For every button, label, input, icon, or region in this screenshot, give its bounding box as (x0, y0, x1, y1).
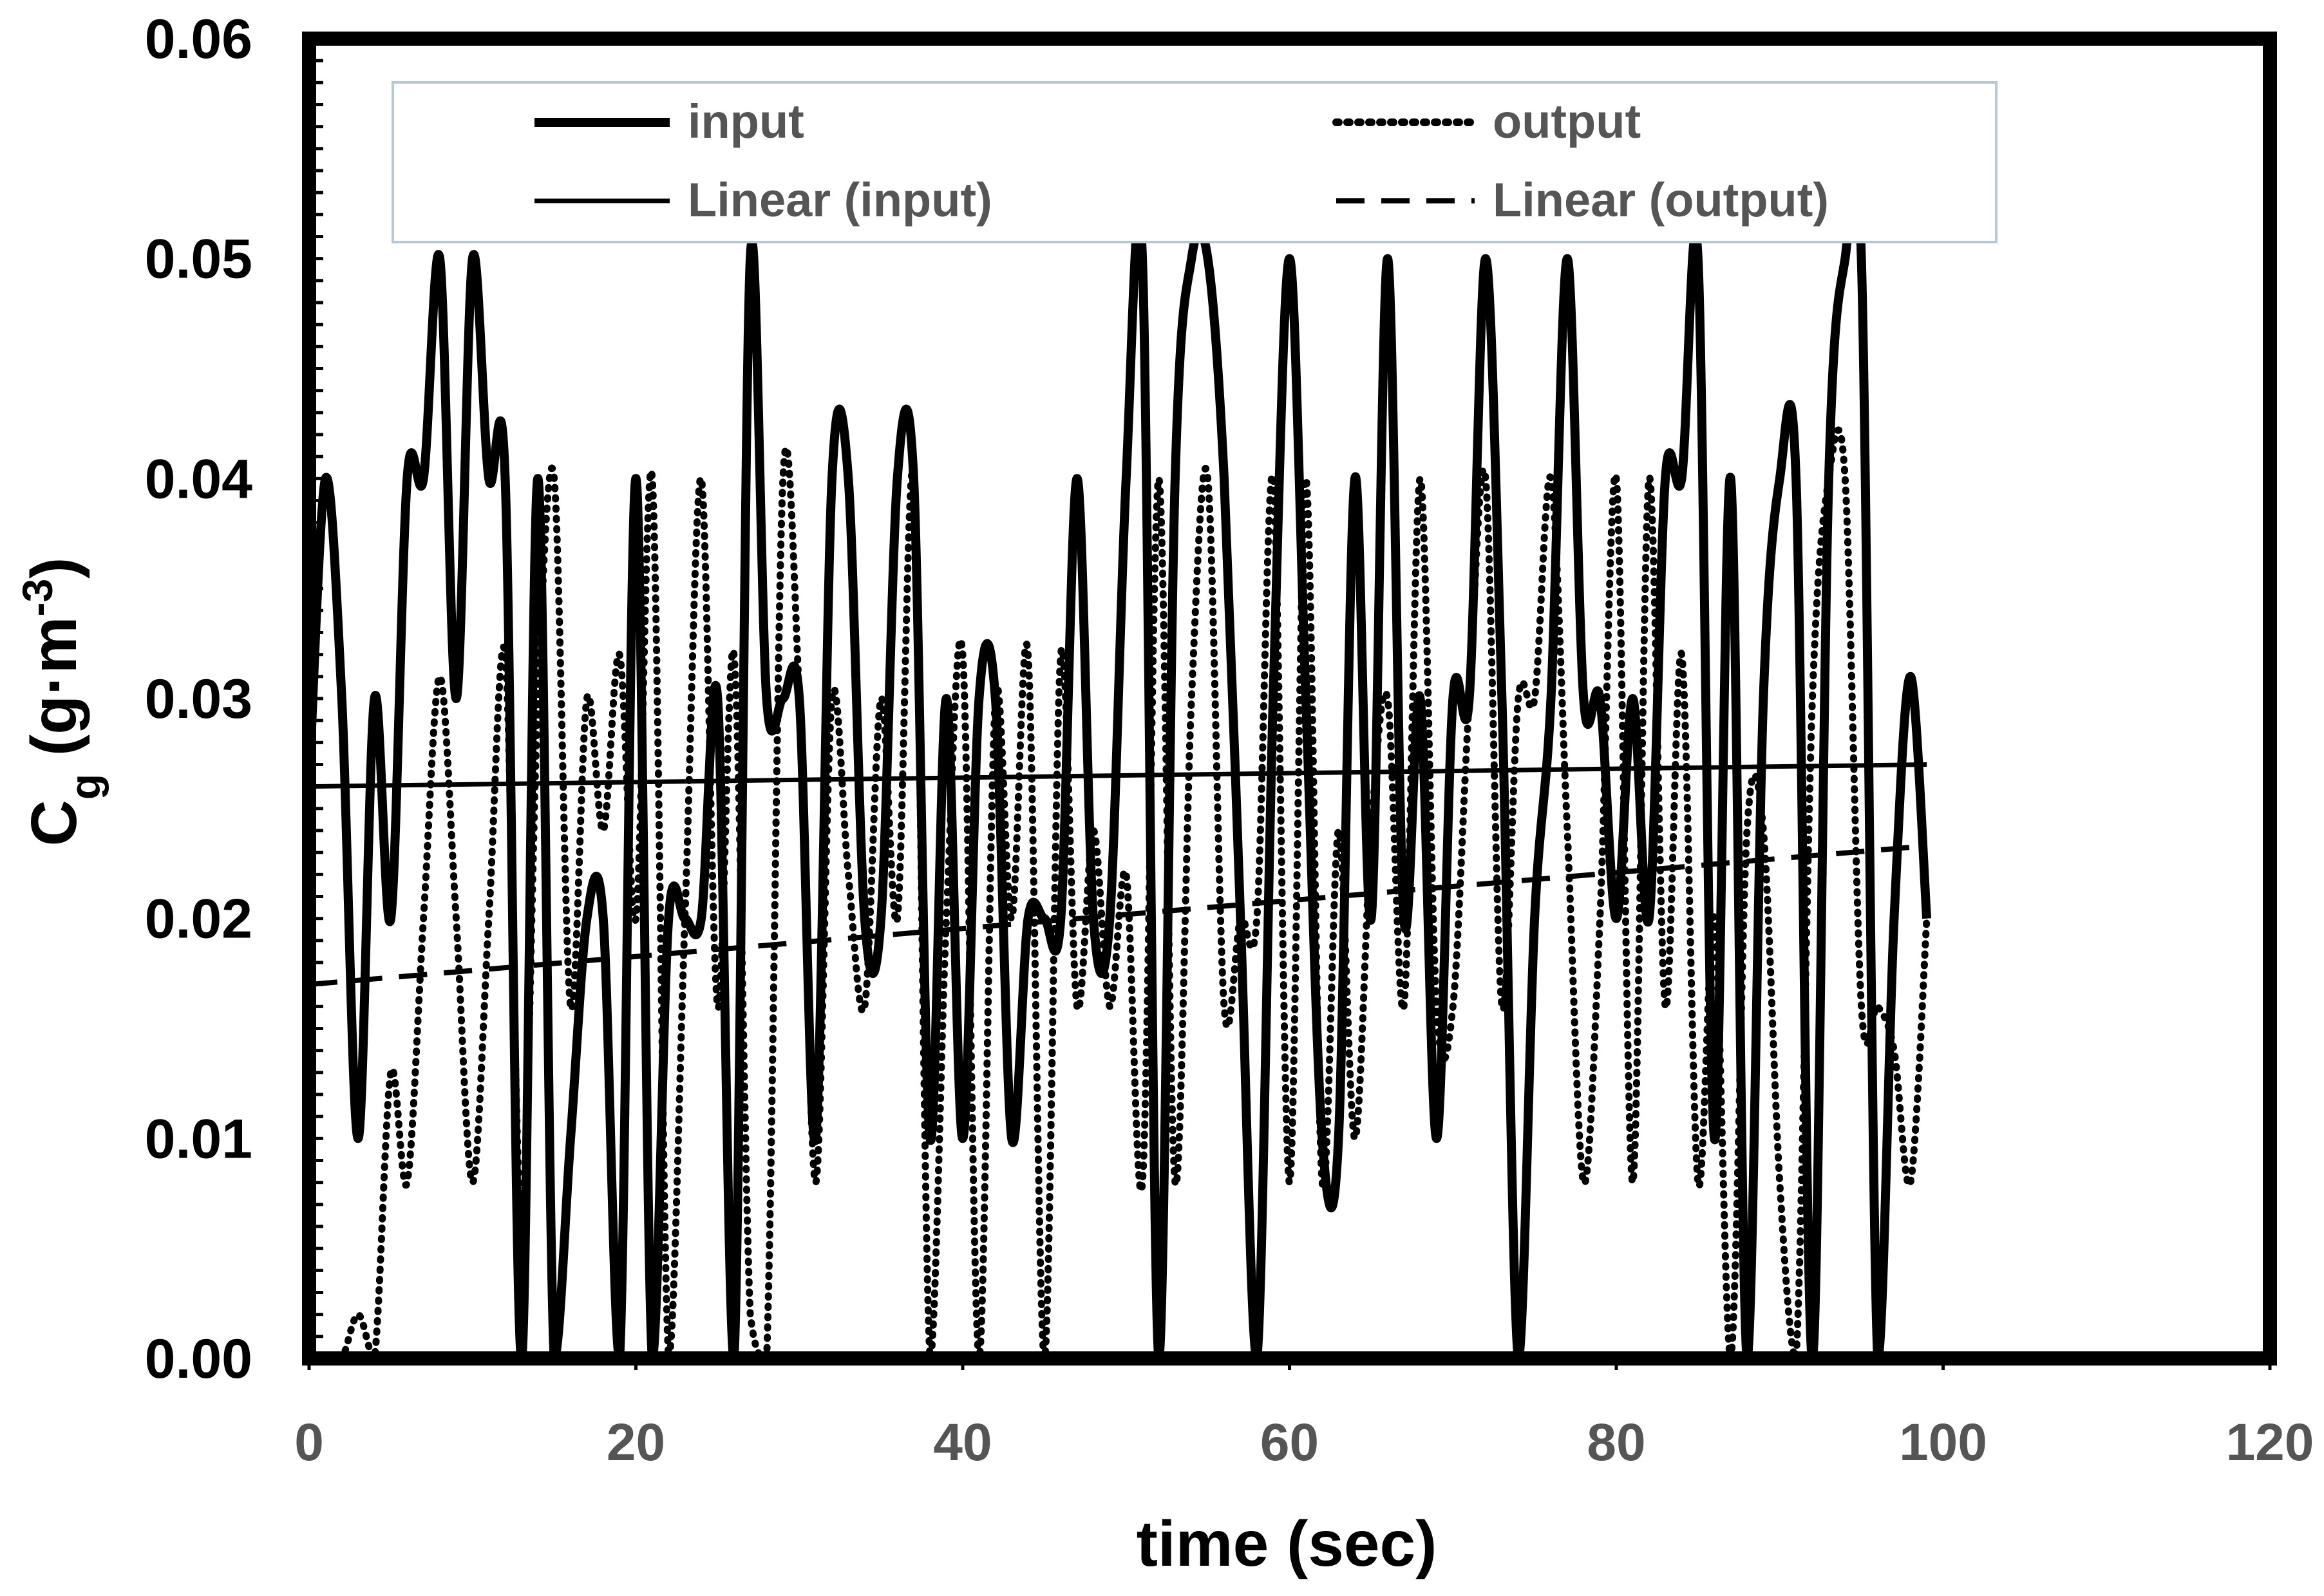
y-tick-label: 0.05 (145, 229, 252, 290)
x-tick-label: 0 (294, 1413, 324, 1472)
legend: input output Linear (input) Linear (outp… (392, 81, 1998, 243)
y-tick-label: 0.04 (145, 448, 253, 510)
y-tick-label: 0.06 (145, 8, 252, 70)
legend-label-linear-output: Linear (output) (1493, 173, 1829, 227)
series-linear-output-line (308, 843, 1927, 988)
legend-label-input: input (688, 95, 804, 148)
y-tick-label: 0.02 (145, 888, 252, 950)
y-tick-labels: 0.00 0.01 0.02 0.03 0.04 0.05 0.06 (145, 8, 253, 1390)
y-axis-title-subscript: g (61, 774, 109, 800)
y-tick-label: 0.03 (145, 668, 252, 730)
legend-label-linear-input: Linear (input) (688, 173, 992, 227)
series-layer (305, 164, 1932, 1363)
x-tick-label: 40 (933, 1413, 992, 1472)
y-tick-label: 0.00 (145, 1328, 252, 1390)
y-axis-title-unit-close: ) (18, 558, 90, 579)
y-axis-title-base: C (18, 800, 90, 846)
x-tick-label: 20 (607, 1413, 665, 1472)
x-axis-title: time (sec) (1137, 1508, 1437, 1580)
series-linear-input-line (308, 762, 1927, 789)
y-axis-title-unit: (g·m (18, 617, 90, 774)
y-axis-title-superscript: -3 (14, 579, 61, 617)
series-input-line (305, 164, 1932, 1363)
x-tick-label: 100 (1899, 1413, 1987, 1472)
y-tick-label: 0.01 (145, 1108, 252, 1170)
legend-box (392, 81, 1998, 243)
x-tick-labels: 0 20 40 60 80 100 120 (294, 1413, 2314, 1472)
series-output-line (305, 426, 1931, 1362)
x-tick-label: 80 (1587, 1413, 1645, 1472)
x-tick-label: 120 (2226, 1413, 2314, 1472)
x-tick-label: 60 (1260, 1413, 1319, 1472)
y-axis-title: Cg (g·m-3) (14, 558, 109, 847)
legend-label-output: output (1493, 95, 1641, 148)
